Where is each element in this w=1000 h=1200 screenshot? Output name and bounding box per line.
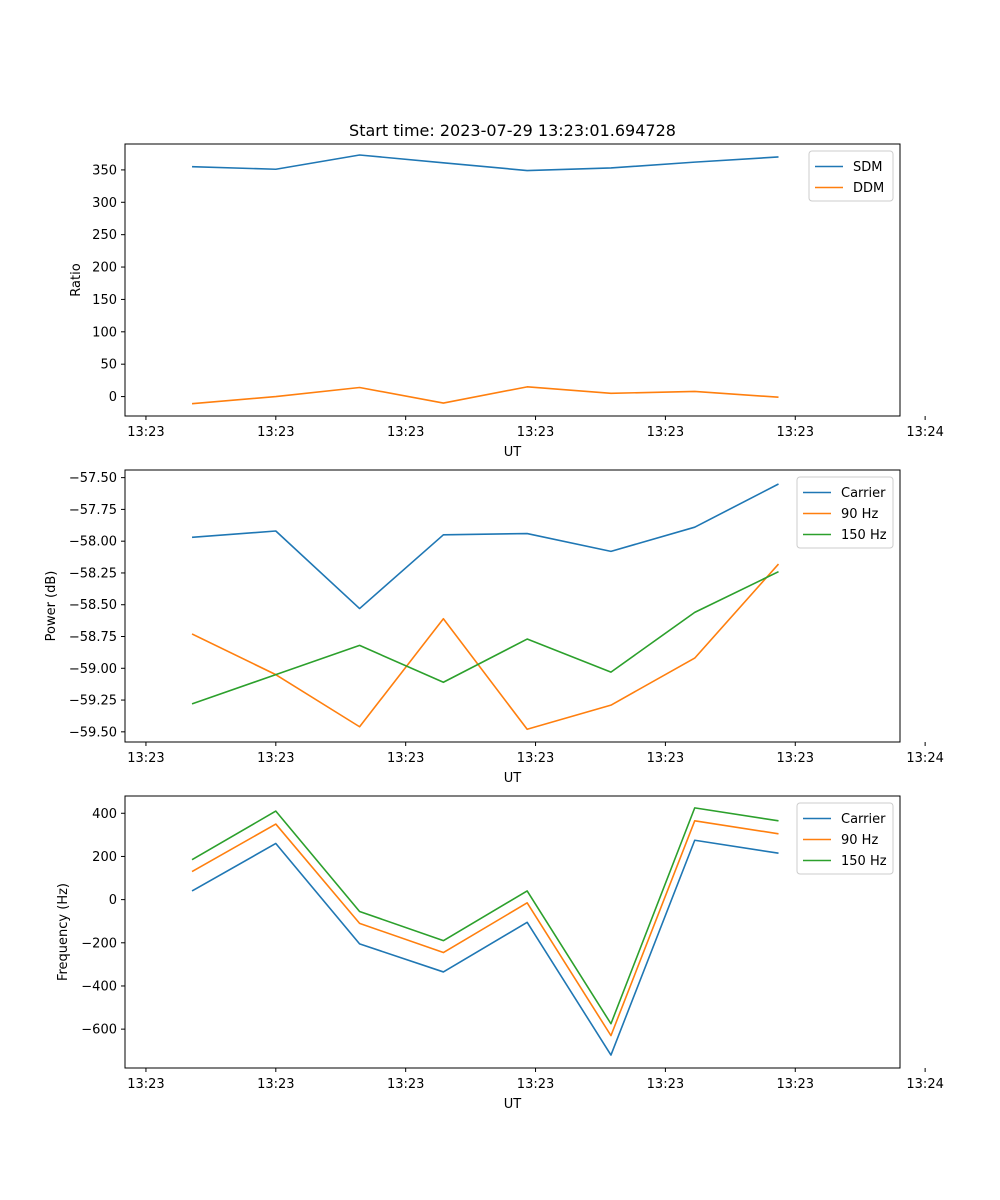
- x-tick-label: 13:24: [906, 1077, 943, 1092]
- y-tick-label: 0: [109, 390, 117, 405]
- y-tick-label: 0: [109, 893, 117, 908]
- legend-label: SDM: [853, 160, 882, 175]
- x-tick-label: 13:23: [647, 425, 684, 440]
- axes-frame: [124, 795, 901, 1069]
- y-axis-label: Frequency (Hz): [56, 883, 71, 981]
- legend-label: Carrier: [841, 486, 886, 501]
- series-line-90-hz: [191, 563, 780, 731]
- subplot-power: −59.50 −59.25 −59.00 −58.75 −58.50 −58.25 −58.…: [44, 469, 944, 786]
- y-tick-label: −400: [81, 979, 117, 994]
- x-axis-label: UT: [504, 445, 522, 460]
- x-tick-label: 13:23: [257, 425, 294, 440]
- x-axis-label: UT: [504, 771, 522, 786]
- y-tick-label: −58.00: [69, 535, 117, 550]
- legend-label: DDM: [853, 181, 884, 196]
- y-tick-label: −59.25: [69, 694, 117, 709]
- y-tick-label: 150: [92, 293, 117, 308]
- series-line-carrier: [191, 839, 779, 1056]
- y-tick-label: 300: [92, 196, 117, 211]
- x-tick-label: 13:24: [906, 751, 943, 766]
- series-line-carrier: [191, 483, 779, 610]
- y-tick-label: −57.75: [69, 503, 117, 518]
- x-tick-label: 13:23: [387, 751, 424, 766]
- y-tick-label: −58.75: [69, 630, 117, 645]
- chart-title: Start time: 2023-07-29 13:23:01.694728: [349, 121, 676, 140]
- y-tick-label: 200: [92, 261, 117, 276]
- legend: SDM DDM: [808, 150, 894, 202]
- legend-label: 150 Hz: [841, 854, 887, 869]
- series-line-150-hz: [191, 807, 779, 1025]
- x-tick-label: 13:23: [387, 1077, 424, 1092]
- y-tick-label: −59.00: [69, 662, 117, 677]
- y-tick-label: 50: [100, 358, 117, 373]
- legend: Carrier 90 Hz 150 Hz: [796, 476, 894, 549]
- x-tick-label: 13:23: [647, 1077, 684, 1092]
- subplot-ratio: 0 50 100 150 200 250 300 350 13:23 13:23 13:23 13:2…: [69, 143, 944, 460]
- y-tick-label: −59.50: [69, 725, 117, 740]
- y-tick-label: −200: [81, 936, 117, 951]
- x-tick-label: 13:23: [127, 1077, 164, 1092]
- y-tick-label: 100: [92, 325, 117, 340]
- x-tick-label: 13:23: [647, 751, 684, 766]
- y-axis-label: Ratio: [69, 263, 84, 296]
- x-tick-label: 13:23: [387, 425, 424, 440]
- x-tick-label: 13:23: [777, 1077, 814, 1092]
- y-tick-label: −58.50: [69, 598, 117, 613]
- legend-label: Carrier: [841, 812, 886, 827]
- x-tick-label: 13:23: [517, 425, 554, 440]
- y-tick-label: −57.50: [69, 471, 117, 486]
- legend-box: [808, 150, 894, 202]
- x-tick-label: 13:23: [127, 425, 164, 440]
- subplot-frequency: −600 −400 −200 0 200 400 13:23 13:23 13:23 13:23 1…: [56, 795, 944, 1112]
- series-line-ddm: [191, 386, 779, 405]
- legend-box: [796, 476, 894, 549]
- x-tick-label: 13:23: [127, 751, 164, 766]
- x-tick-label: 13:23: [257, 751, 294, 766]
- y-tick-label: 200: [92, 850, 117, 865]
- x-axis-label: UT: [504, 1097, 522, 1112]
- legend-label: 90 Hz: [841, 833, 878, 848]
- y-tick-label: 400: [92, 807, 117, 822]
- legend: Carrier 90 Hz 150 Hz: [796, 802, 894, 875]
- x-tick-label: 13:23: [777, 425, 814, 440]
- axes-frame: [124, 469, 901, 743]
- x-tick-label: 13:23: [777, 751, 814, 766]
- series-line-90-hz: [191, 820, 779, 1037]
- y-tick-label: −58.25: [69, 566, 117, 581]
- x-tick-label: 13:24: [906, 425, 943, 440]
- legend-box: [796, 802, 894, 875]
- legend-label: 90 Hz: [841, 507, 878, 522]
- series-line-sdm: [192, 154, 779, 172]
- y-axis-label: Power (dB): [44, 571, 59, 642]
- y-tick-label: 350: [92, 163, 117, 178]
- x-tick-label: 13:23: [517, 751, 554, 766]
- legend-label: 150 Hz: [841, 528, 887, 543]
- y-tick-label: 250: [92, 228, 117, 243]
- x-tick-label: 13:23: [257, 1077, 294, 1092]
- x-tick-label: 13:23: [517, 1077, 554, 1092]
- axes-frame: [124, 143, 901, 417]
- y-tick-label: −600: [81, 1023, 117, 1038]
- series-line-150-hz: [191, 570, 779, 705]
